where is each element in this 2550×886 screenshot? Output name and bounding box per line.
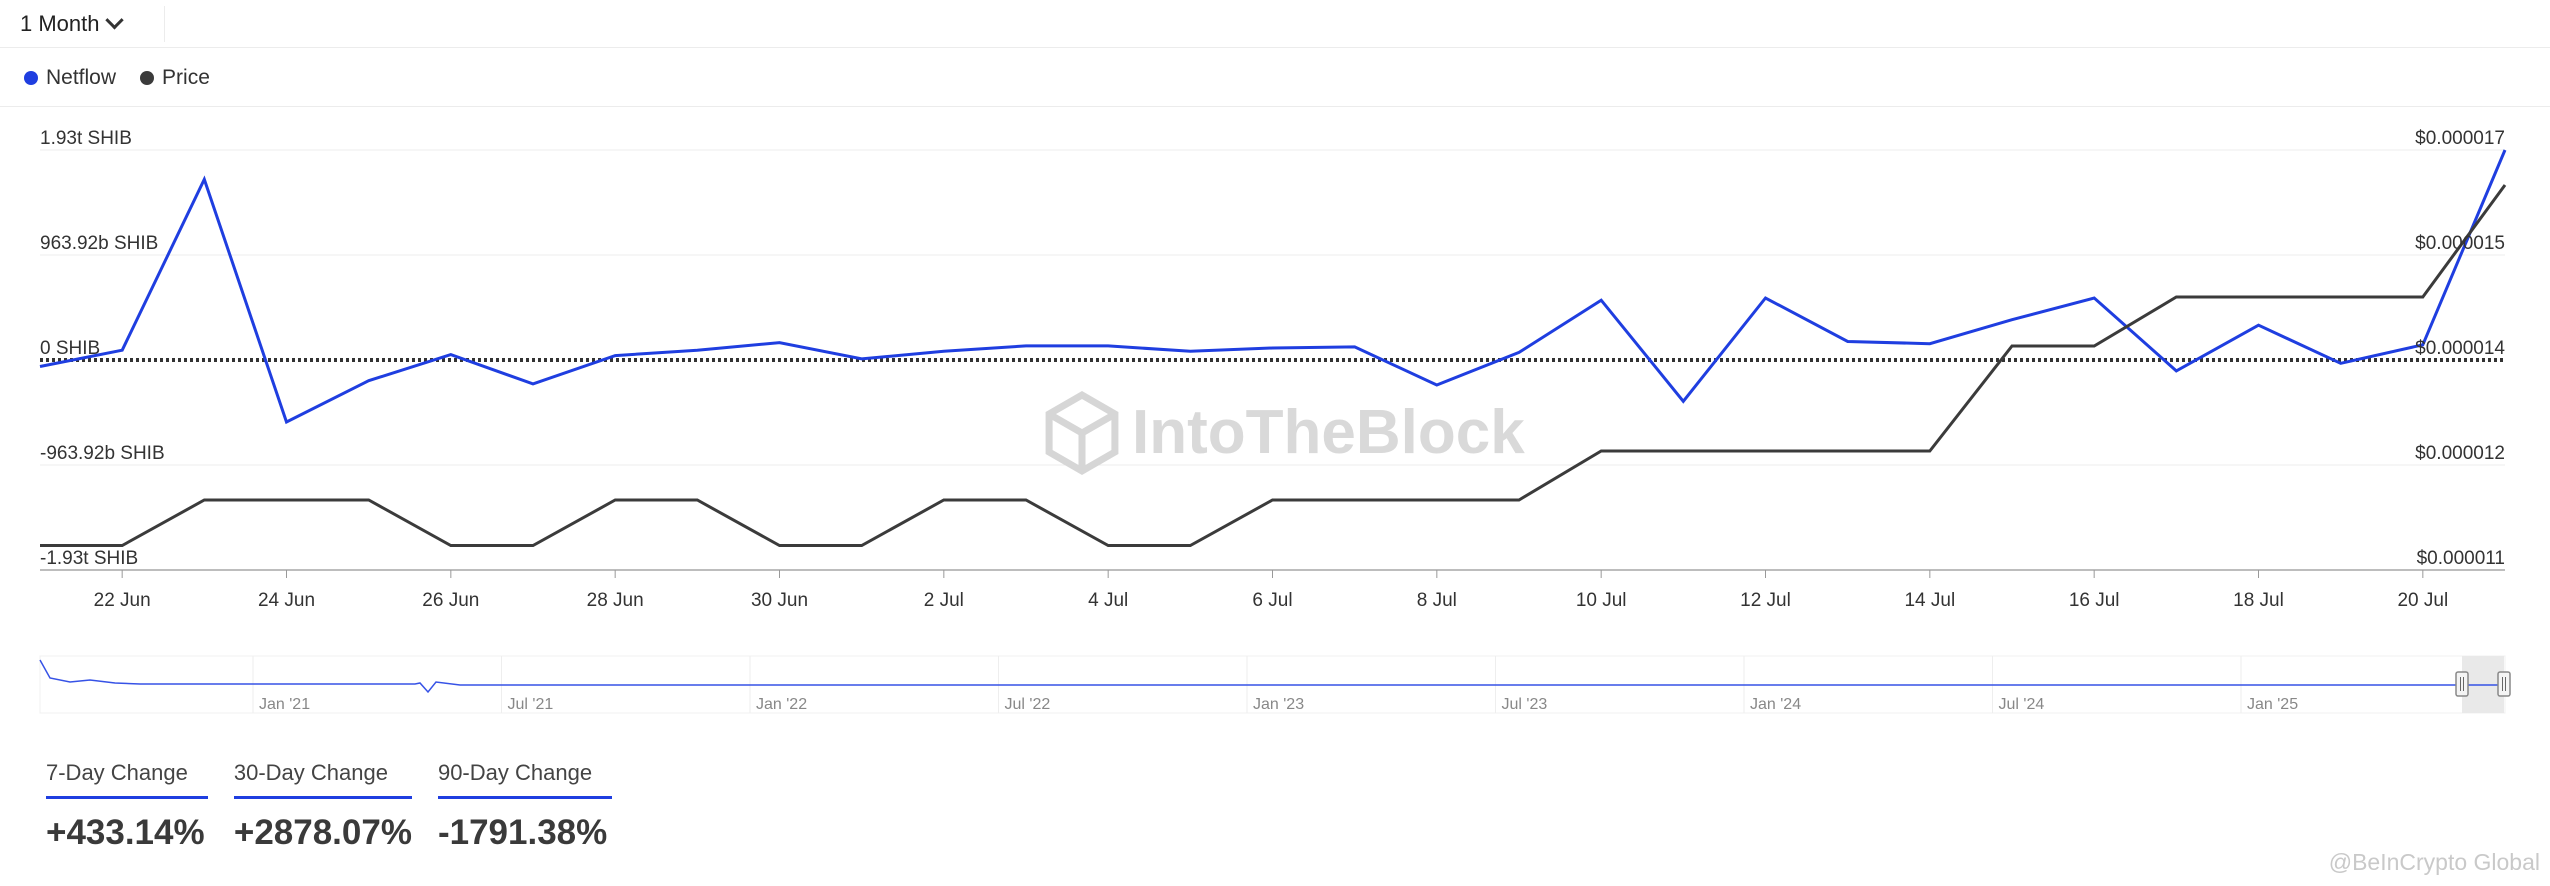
period-dropdown[interactable]: 1 Month [20,6,165,42]
legend-label: Netflow [46,65,117,89]
stat-value: +2878.07% [233,813,412,852]
right-tick-label: $0.000015 [2415,233,2505,254]
stat-value: -1791.38% [437,813,608,852]
watermark: IntoTheBlock [1045,390,1525,476]
navigator-label: Jan '25 [2247,696,2298,713]
left-tick-label: -1.93t SHIB [40,548,138,569]
navigator-label: Jan '24 [1750,696,1801,713]
navigator-handle-left[interactable] [2455,671,2469,697]
change-stats: 7-Day Change +433.14% 30-Day Change +287… [46,760,613,853]
left-tick-label: 1.93t SHIB [40,128,132,149]
stat-label: 7-Day Change [46,760,208,799]
left-tick-label: -963.92b SHIB [40,443,165,464]
stat-90-day[interactable]: 90-Day Change -1791.38% [437,760,613,853]
period-label: 1 Month [20,11,100,36]
credit-watermark: @BeInCrypto Global [2328,849,2540,875]
x-tick-label: 24 Jun [258,590,315,611]
grid [40,149,2505,571]
x-tick-label: 18 Jul [2233,590,2284,611]
right-tick-label: $0.000017 [2415,128,2505,149]
watermark-text: IntoTheBlock [1132,398,1525,467]
stat-label: 90-Day Change [437,760,613,799]
netflow-dot-icon [24,70,38,85]
x-tick-label: 2 Jul [924,590,964,611]
axes: 1.93t SHIB 963.92b SHIB 0 SHIB -963.92b SHI… [40,128,2505,611]
x-tick-label: 8 Jul [1417,590,1457,611]
navigator-handle-right[interactable] [2497,671,2511,697]
x-tick-label: 30 Jun [751,590,808,611]
right-tick-label: $0.000014 [2415,338,2505,359]
x-tick-label: 10 Jul [1576,590,1627,611]
x-tick-label: 16 Jul [2069,590,2120,611]
series-line-price [40,184,2507,547]
legend-label: Price [162,65,210,89]
x-tick-label: 20 Jul [2397,590,2448,611]
navigator-label: Jan '22 [756,696,807,713]
left-tick-label: 0 SHIB [40,338,100,359]
navigator-label: Jul '21 [508,696,554,713]
left-tick-label: 963.92b SHIB [40,233,158,254]
netflow-price-chart: IntoTheBlock 1.93t SHIB 963.92b SHIB 0 SHI… [39,128,2511,714]
x-tick-label: 6 Jul [1252,590,1292,611]
navigator-label: Jul '22 [1005,696,1051,713]
stat-label: 30-Day Change [233,760,412,799]
x-tick-label: 26 Jun [422,590,479,611]
navigator-label: Jul '24 [1999,696,2045,713]
price-dot-icon [140,70,155,85]
navigator-label: Jan '21 [259,696,310,713]
right-tick-label: $0.000012 [2415,443,2505,464]
watermark-logo-icon [1047,410,1117,471]
stat-value: +433.14% [46,813,205,852]
legend-item-netflow[interactable]: Netflow [24,66,116,90]
toolbar: 1 Month [0,0,2550,48]
chart-legend: Netflow Price [0,49,2550,107]
stat-7-day[interactable]: 7-Day Change +433.14% [46,760,208,853]
chevron-down-icon [104,10,124,29]
series-layer [39,149,2507,547]
right-tick-label: $0.000011 [2417,548,2505,569]
navigator-line [39,659,2500,694]
x-tick-label: 14 Jul [1904,590,1955,611]
x-tick-label: 22 Jun [94,590,151,611]
navigator-label: Jan '23 [1253,696,1304,713]
stat-30-day[interactable]: 30-Day Change +2878.07% [233,760,412,853]
navigator[interactable]: Jan '21 Jul '21 Jan '22 Jul '22 Jan '23 Jul '… [39,655,2511,714]
legend-item-price[interactable]: Price [140,66,210,90]
x-tick-label: 12 Jul [1740,590,1791,611]
navigator-label: Jul '23 [1502,696,1548,713]
x-tick-label: 28 Jun [587,590,644,611]
x-tick-label: 4 Jul [1088,590,1128,611]
series-line-netflow [39,149,2507,425]
